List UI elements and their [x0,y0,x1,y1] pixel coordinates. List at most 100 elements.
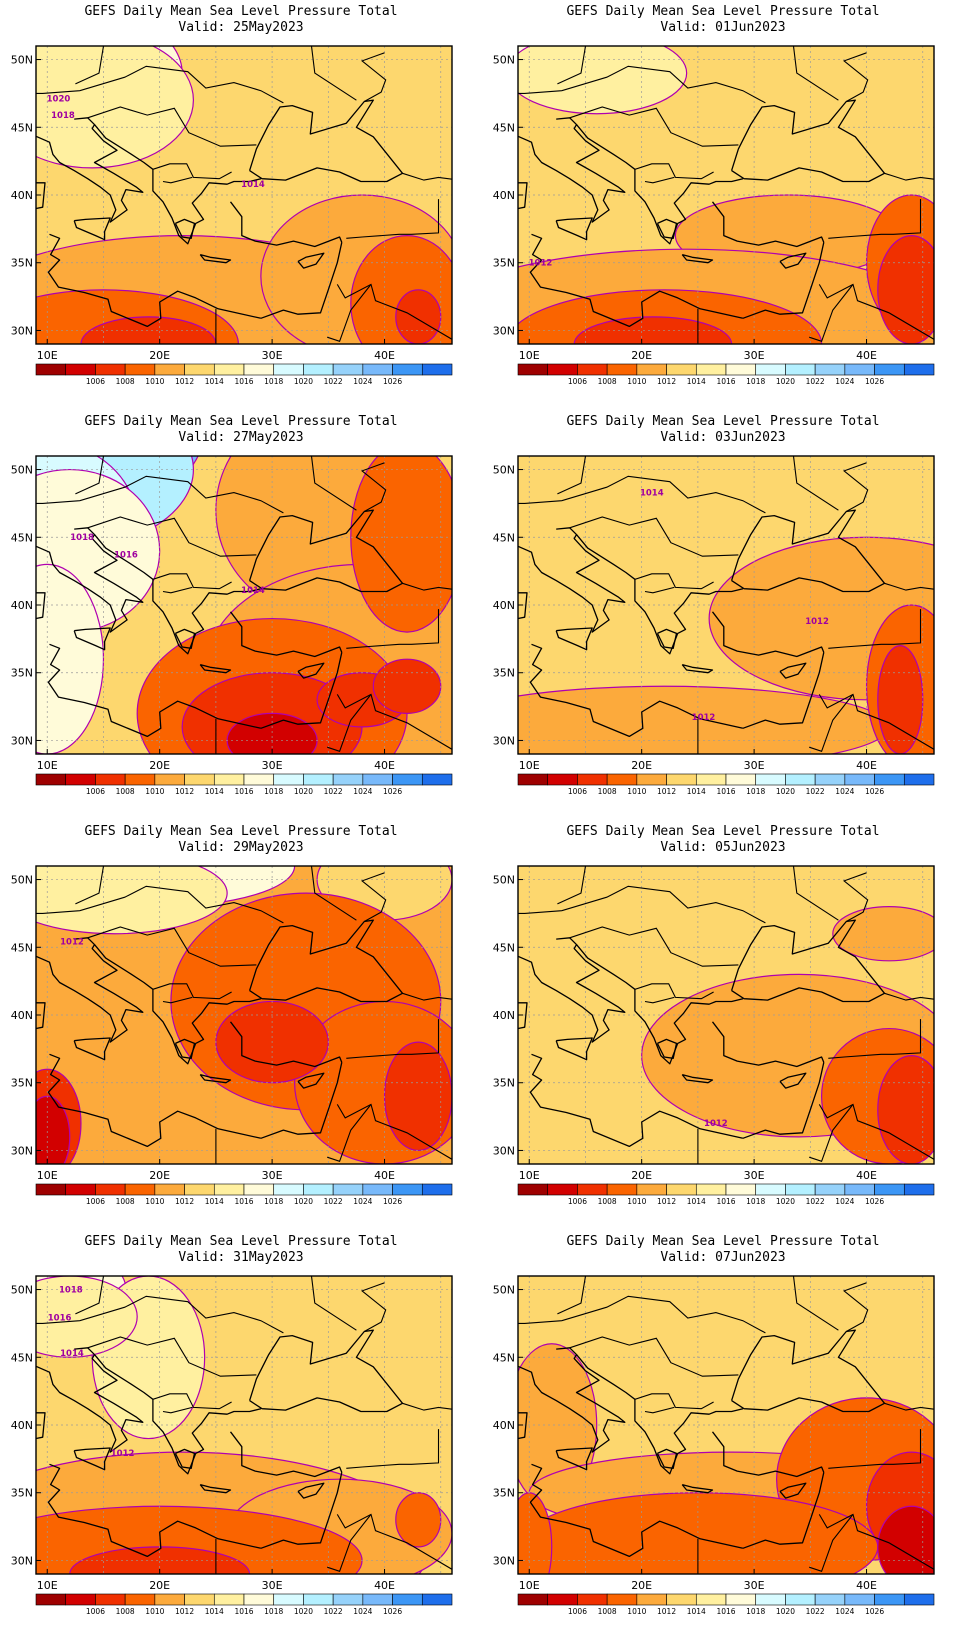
border [644,1406,675,1414]
colorbar-label: 1014 [205,377,224,386]
coastline [575,124,744,245]
colorbar-label: 1018 [264,377,283,386]
contour-label: 1012 [60,938,84,948]
lat-tick-label: 40N [493,599,515,612]
border [828,609,922,649]
panel-valid-date: Valid: 01Jun2023 [660,20,786,35]
border [884,172,934,181]
colorbar-swatch [577,1593,608,1606]
coastline [454,949,482,988]
colorbar-swatch [95,1183,126,1196]
colorbar-swatch [124,773,156,786]
colorbar: 1006 1008 1010 1012 1014 1016 1018 1020 1022 1024… [35,773,453,796]
lon-tick-label: 10E [519,1169,540,1182]
colorbar-swatch [184,363,215,376]
border [842,52,869,102]
lat-tick-label: 35N [11,1487,33,1500]
colorbar-swatch [65,773,96,786]
colorbar-swatch [695,363,727,376]
coastline [199,253,232,264]
lat-tick-label: 35N [493,257,515,270]
lat-tick-label: 40N [11,1009,33,1022]
pressure-field [518,456,964,754]
coastline [742,1062,825,1139]
border [346,199,440,239]
borders [518,1276,934,1574]
coastline [518,182,528,210]
colorbar-label: 1026 [383,377,402,386]
colorbar-swatch [844,1593,875,1606]
colorbar-label: 1018 [746,1197,765,1206]
border [346,1019,440,1059]
lon-tick-label: 30E [744,349,765,362]
colorbar-label: 1006 [86,377,105,386]
colorbar-label: 1016 [716,1197,735,1206]
border [75,456,105,495]
colorbar-label: 1010 [145,377,164,386]
colorbar-swatch [755,773,786,786]
colorbar: 1006 1008 1010 1012 1014 1016 1018 1020 1022 1024… [517,1183,935,1206]
colorbar-swatch [903,363,935,376]
lat-tick-label: 30N [11,1554,33,1567]
colorbar-label: 1010 [145,1197,164,1206]
colorbar-swatch [606,1593,638,1606]
border [518,1295,766,1334]
border [792,456,839,511]
border [360,52,387,102]
coastline [36,592,46,620]
colorbar-label: 1022 [324,377,343,386]
gridlines [36,1276,452,1574]
borders [518,46,934,344]
coastline [711,611,825,658]
colorbar-swatch [243,1183,275,1196]
coastline [174,1038,196,1059]
colorbar: 1006 1008 1010 1012 1014 1016 1018 1020 1022 1024… [517,773,935,796]
map-panel: GEFS Daily Mean Sea Level Pressure Total… [0,410,482,820]
pressure-field [36,46,452,344]
coastline [656,1038,678,1059]
border [842,462,869,512]
coastline [248,1329,404,1413]
coastline [199,1073,232,1084]
colorbar-label: 1026 [865,377,884,386]
border [884,1402,934,1411]
coastline [656,218,678,239]
colorbar-label: 1008 [598,1197,617,1206]
lon-tick-label: 10E [519,759,540,772]
lat-tick-label: 30N [493,324,515,337]
colorbar-label: 1020 [776,1197,795,1206]
colorbar-swatch [874,1593,905,1606]
border [327,694,372,752]
colorbar-swatch [35,773,67,786]
colorbar-swatch [725,363,757,376]
colorbar-swatch [577,363,608,376]
gridlines [518,1276,934,1574]
pressure-region [372,658,442,714]
coastline [518,937,626,1043]
coastline [936,539,964,578]
border [792,1276,839,1331]
border [162,586,193,594]
coastlines [36,919,482,1148]
map-panel: GEFS Daily Mean Sea Level Pressure Total… [482,410,964,820]
colorbar-swatch [273,1183,304,1196]
colorbar-swatch [874,1183,905,1196]
coastline [518,1347,626,1453]
coastline [229,201,343,248]
lat-tick-label: 50N [493,54,515,67]
coastline [36,1002,46,1030]
colorbar-label: 1022 [324,1197,343,1206]
colorbar-swatch [303,1593,334,1606]
colorbar-label: 1014 [205,1607,224,1616]
border [402,992,452,1001]
colorbar-swatch [243,1593,275,1606]
pressure-region [832,906,934,962]
border [828,199,922,239]
colorbar-label: 1024 [835,787,854,796]
lon-tick-label: 20E [631,1579,652,1592]
coastline [575,534,744,655]
colorbar-swatch [303,363,334,376]
